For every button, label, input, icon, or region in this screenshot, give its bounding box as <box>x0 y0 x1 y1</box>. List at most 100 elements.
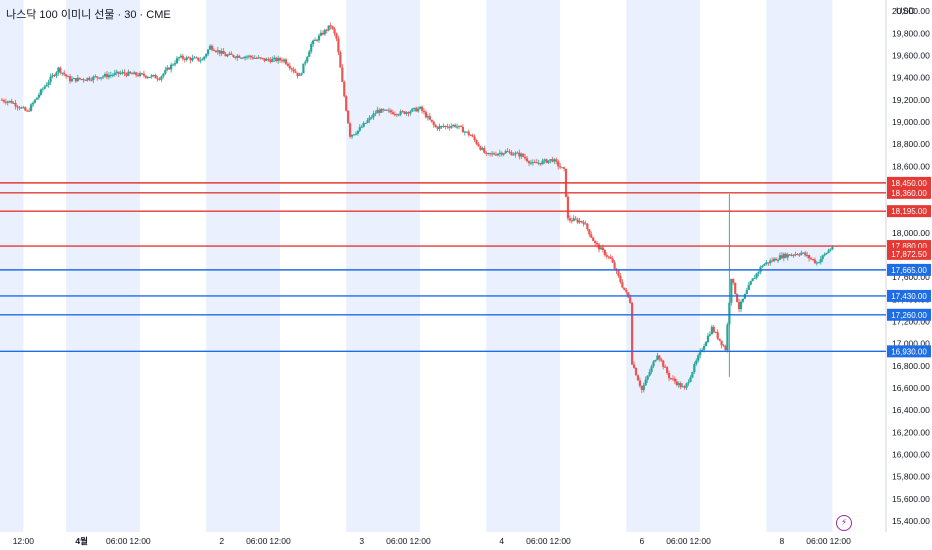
price-level-badge <box>887 263 931 276</box>
candle-body <box>454 124 457 127</box>
candle-body <box>308 51 311 57</box>
candle-body <box>765 262 768 265</box>
candle-body <box>197 57 200 61</box>
candle-body <box>588 229 591 235</box>
candle-body <box>226 54 229 57</box>
candle-body <box>360 126 363 128</box>
candle-body <box>621 282 624 288</box>
x-tick-label: 06:00 <box>666 536 688 546</box>
candle-body <box>271 58 274 62</box>
candle-body <box>479 146 482 150</box>
candle-body <box>391 112 394 115</box>
candle-body <box>430 119 433 122</box>
price-level-label: 17,880.00 <box>891 242 927 251</box>
candle-body <box>566 196 570 219</box>
candle-body <box>695 360 698 365</box>
candle-body <box>473 136 476 141</box>
candle-body <box>177 57 181 59</box>
x-tick-label: 2 <box>219 536 224 546</box>
candle-body <box>724 346 727 351</box>
candle-body <box>251 57 254 59</box>
candle-body <box>761 265 764 267</box>
candle-body <box>522 153 525 157</box>
candle-body <box>619 275 622 283</box>
candle-body <box>537 162 540 164</box>
candle-body <box>199 60 202 62</box>
candle-body <box>243 56 247 58</box>
candle-body <box>802 252 805 254</box>
candle-body <box>131 73 134 75</box>
candle-body <box>714 332 717 334</box>
candle-body <box>681 386 684 388</box>
candle-body <box>636 375 640 381</box>
candle-body <box>144 75 147 78</box>
candle-body <box>269 59 272 62</box>
candle-body <box>356 130 359 134</box>
candle-body <box>477 143 480 147</box>
last-price-badge <box>887 247 931 260</box>
x-tick-label: 06:00 <box>806 536 828 546</box>
x-tick-label: 12:00 <box>269 536 291 546</box>
candle-body <box>129 71 132 74</box>
candle-body <box>757 271 760 274</box>
candle-body <box>426 116 429 118</box>
candle-body <box>16 106 19 108</box>
x-tick-label: 12:00 <box>550 536 572 546</box>
candle-body <box>436 127 439 129</box>
candle-body <box>506 151 509 153</box>
candle-body <box>49 76 52 83</box>
candle-body <box>370 117 373 119</box>
candle-body <box>654 360 657 362</box>
price-level-badge <box>887 186 931 199</box>
candle-body <box>401 111 404 113</box>
lightning-bolt-icon[interactable]: ⚡ <box>836 515 852 531</box>
candle-body <box>136 75 140 77</box>
candle-body <box>84 80 87 82</box>
candle-body <box>494 154 498 156</box>
candle-body <box>208 45 212 50</box>
candle-body <box>158 78 161 80</box>
candle-body <box>533 162 536 164</box>
y-tick-label: 19,400.00 <box>892 73 930 83</box>
candle-body <box>697 355 700 361</box>
candle-body <box>502 153 505 155</box>
candle-body <box>792 254 795 256</box>
price-level-badge <box>887 176 931 189</box>
candle-body <box>706 335 710 342</box>
candle-body <box>745 289 748 294</box>
candle-body <box>652 361 655 367</box>
candle-body <box>804 252 807 256</box>
candle-body <box>584 223 587 225</box>
candle-body <box>428 116 431 120</box>
candle-body <box>57 67 60 73</box>
candle-body <box>664 366 667 368</box>
candle-body <box>780 255 783 259</box>
candle-body <box>671 378 675 380</box>
candle-body <box>660 359 663 361</box>
candle-body <box>265 58 268 61</box>
candle-body <box>767 262 770 264</box>
candle-body <box>586 223 589 230</box>
candle-body <box>125 73 128 76</box>
candle-body <box>648 371 651 376</box>
candle-body <box>461 126 464 133</box>
candle-body <box>374 113 377 115</box>
x-tick-label: 06:00 <box>246 536 268 546</box>
candle-body <box>490 153 494 155</box>
candle-body <box>100 77 103 79</box>
candle-body <box>687 382 690 384</box>
candle-body <box>175 58 179 64</box>
candle-body <box>419 106 422 109</box>
candle-body <box>467 131 470 135</box>
candle-body <box>555 159 558 162</box>
y-tick-label: 19,800.00 <box>892 28 930 38</box>
candle-body <box>457 125 461 127</box>
candle-body <box>352 134 356 136</box>
candle-body <box>55 72 58 76</box>
candle-body <box>658 355 661 360</box>
candle-body <box>160 76 163 80</box>
candle-body <box>255 57 258 59</box>
candle-body <box>485 152 488 154</box>
x-tick-label: 6 <box>639 536 644 546</box>
